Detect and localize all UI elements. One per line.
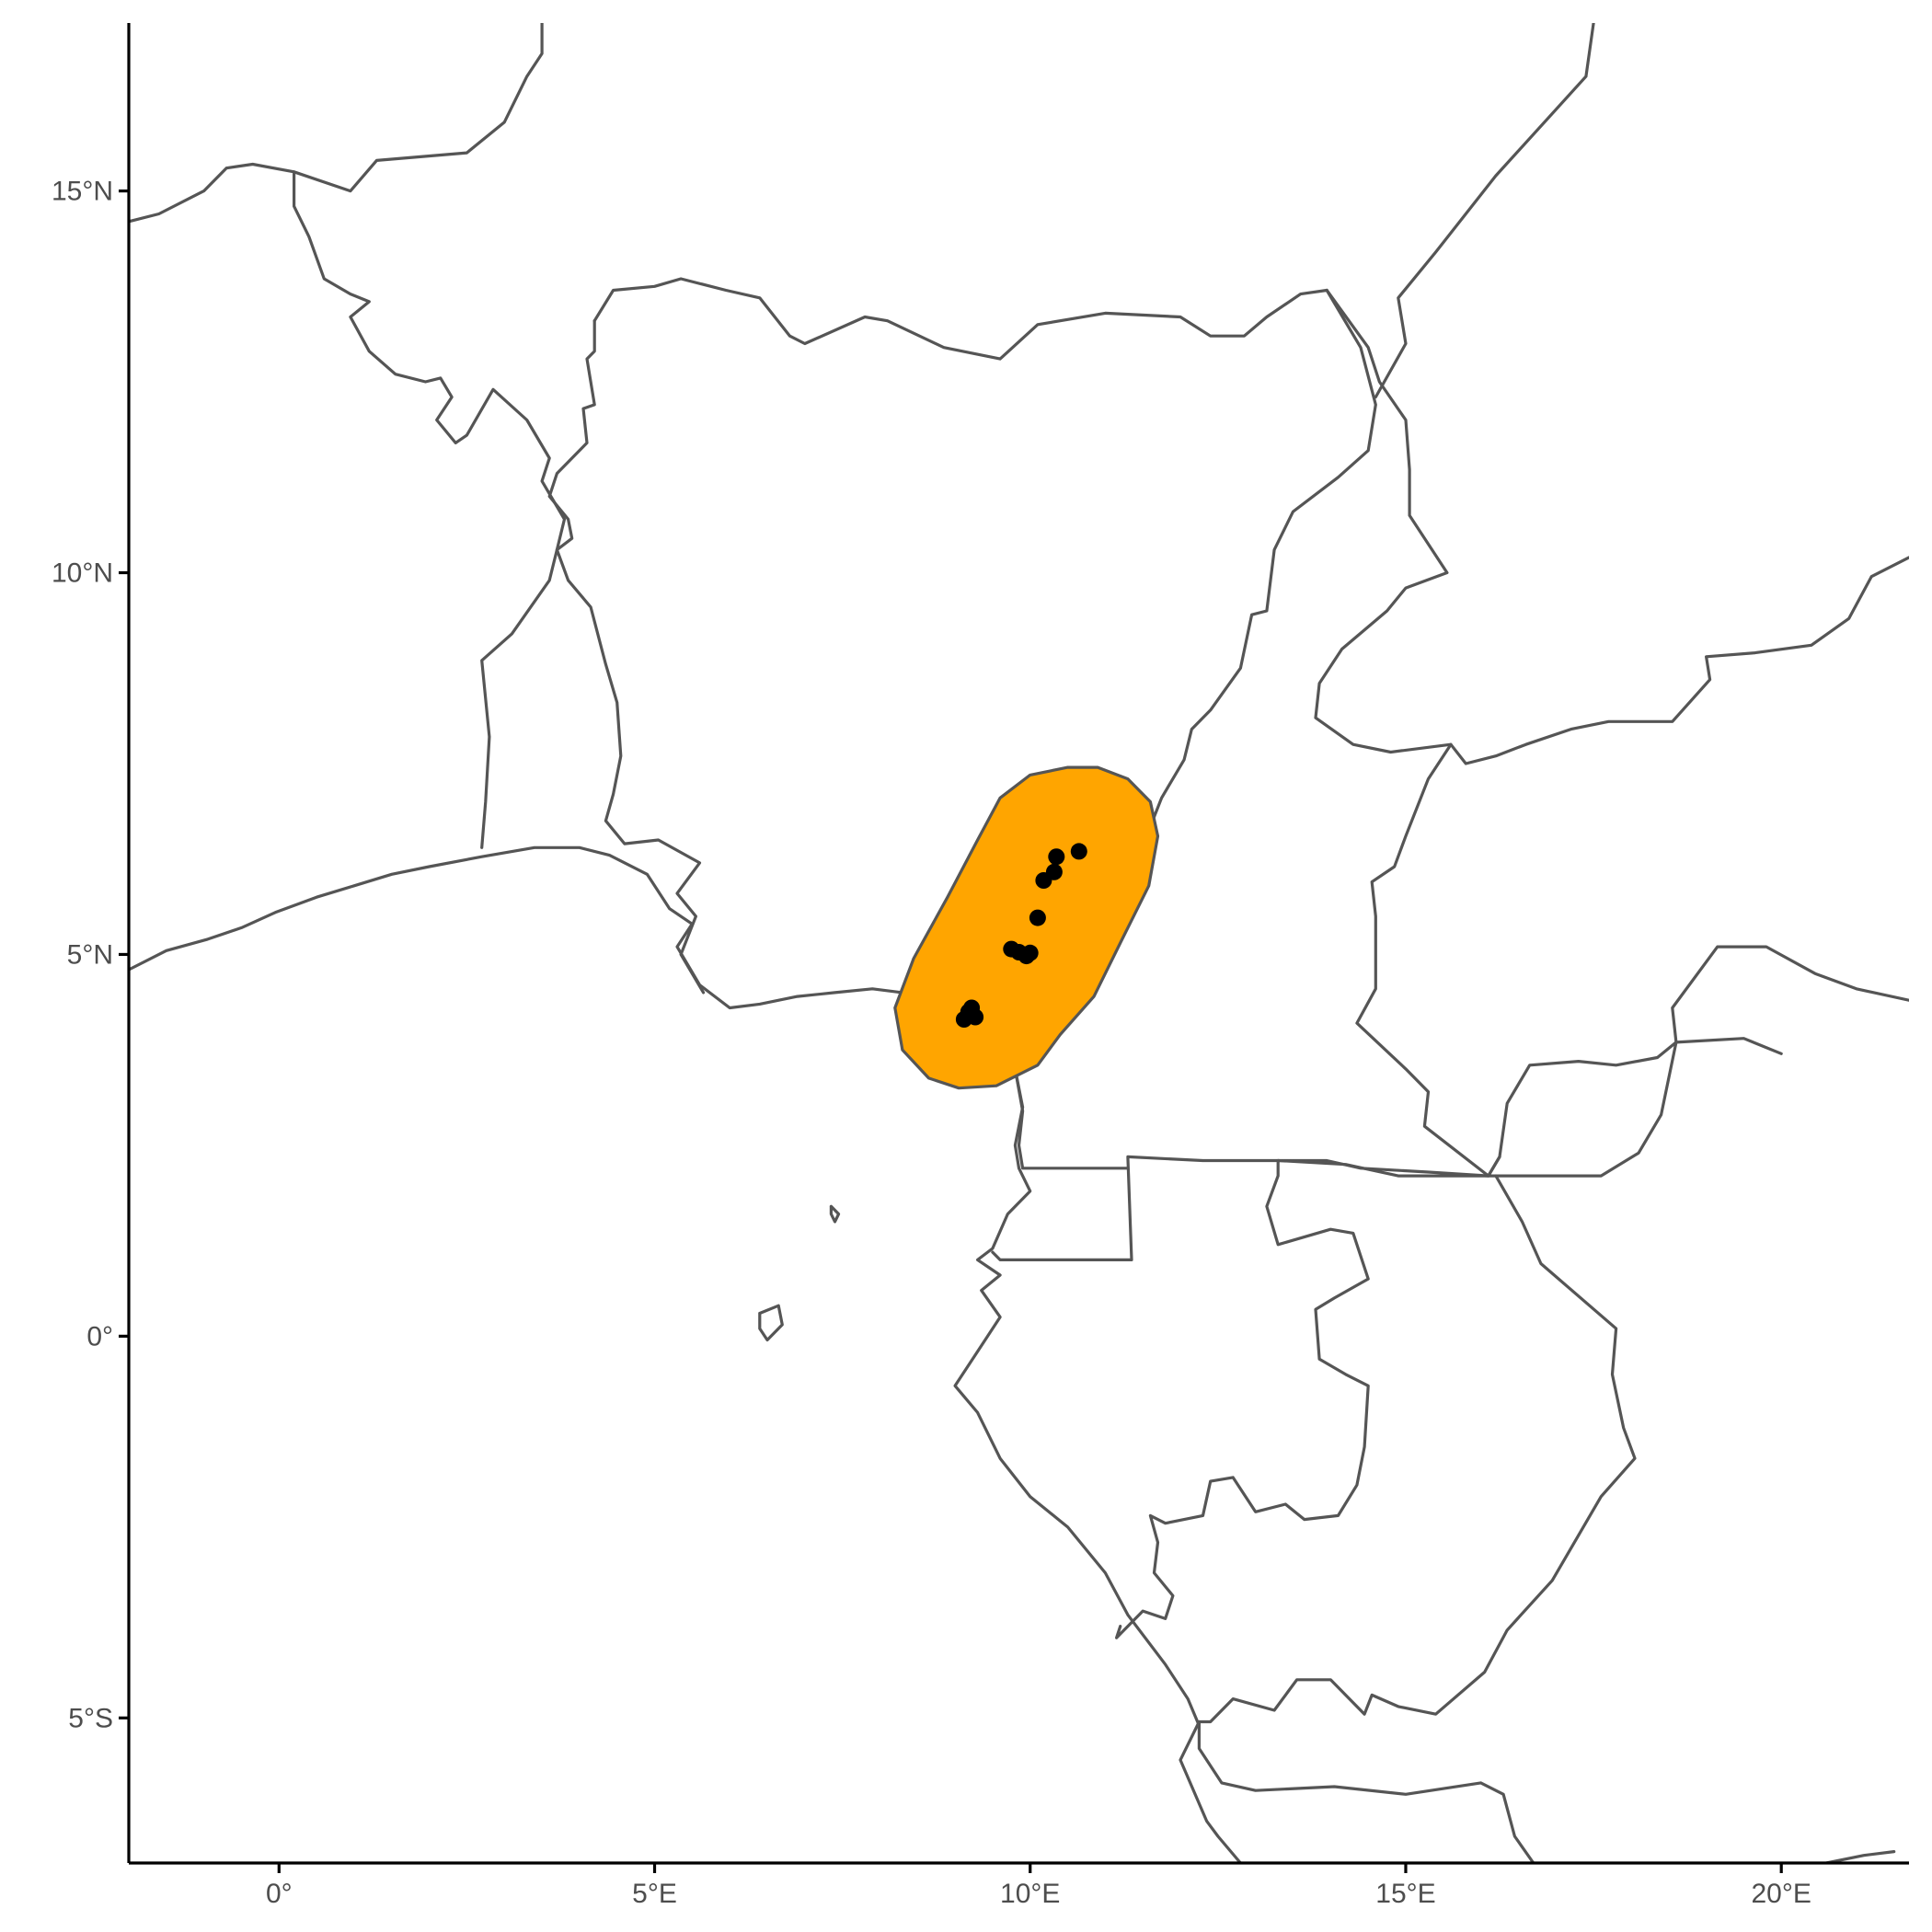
occurrence-point-0: [1070, 843, 1087, 860]
x-tick-label: 0°: [266, 1879, 293, 1909]
border-line-2: [592, 277, 1328, 361]
border-line-11: [1197, 1174, 1637, 1724]
x-axis-ticks: 0° 5°E 10°E 15°E 20°E: [266, 1863, 1811, 1909]
y-tick-label: 0°: [86, 1321, 113, 1351]
border-line-6: [1671, 945, 1909, 1044]
border-line-17: [758, 1304, 784, 1342]
border-line-14: [1824, 1850, 1896, 1863]
border-line-13: [1179, 1719, 1242, 1863]
border-line-20: [1374, 23, 1595, 399]
border-line-1: [547, 319, 706, 995]
range-polygon: [893, 765, 1160, 1090]
species-range-area: [893, 765, 1160, 1090]
y-tick-label: 10°N: [52, 558, 113, 589]
border-line-8: [1013, 1067, 1130, 1170]
occurrence-point-1: [1048, 848, 1065, 866]
border-line-5: [1355, 742, 1783, 1178]
border-line-7: [991, 1155, 1501, 1261]
occurrence-point-4: [1029, 909, 1046, 926]
border-line-19: [293, 23, 544, 193]
border-line-15: [129, 845, 904, 1010]
y-axis-ticks: 15°N 10°N 5°N 0° 5°S: [52, 177, 129, 1733]
x-tick-label: 15°E: [1375, 1879, 1435, 1909]
border-line-0: [129, 162, 567, 849]
y-tick-label: 15°N: [52, 177, 113, 207]
border-line-10: [1276, 1041, 1678, 1178]
x-tick-label: 20°E: [1752, 1879, 1811, 1909]
border-line-4: [1314, 288, 1909, 765]
y-tick-label: 5°S: [68, 1703, 113, 1733]
occurrence-point-8: [1021, 944, 1039, 961]
x-tick-label: 5°E: [632, 1879, 677, 1909]
axes: 0° 5°E 10°E 15°E 20°E 15°N 10°N 5°N 0° 5°S: [52, 23, 1909, 1909]
border-line-16: [953, 1055, 1201, 1728]
occurrence-point-12: [955, 1011, 972, 1028]
occurrence-point-3: [1035, 872, 1052, 889]
border-line-12: [1197, 1719, 1535, 1863]
country-borders: [129, 23, 1909, 1863]
border-line-18: [829, 1204, 841, 1224]
border-line-9: [1115, 1158, 1370, 1639]
x-tick-label: 10°E: [1000, 1879, 1060, 1909]
y-tick-label: 5°N: [67, 939, 113, 970]
occurrence-points: [955, 843, 1087, 1028]
